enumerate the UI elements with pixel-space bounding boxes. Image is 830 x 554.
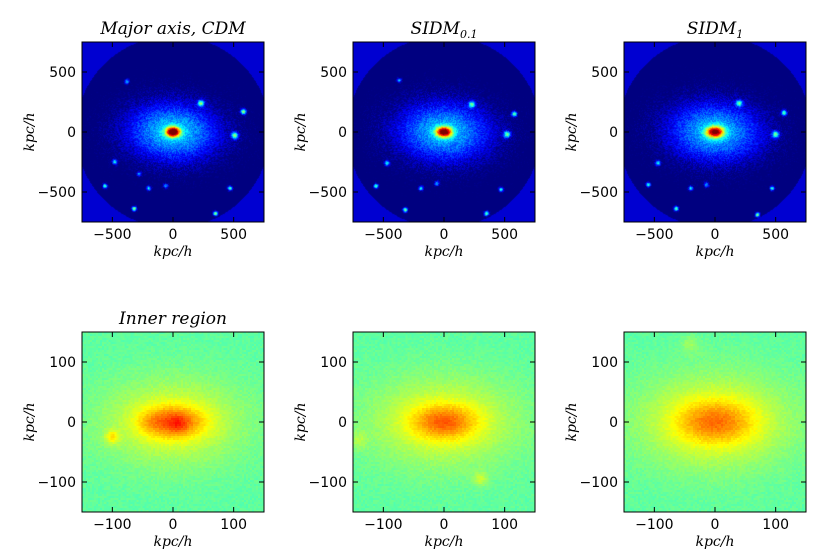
y-tick-label: −500 (38, 185, 76, 201)
x-tick-label: 0 (169, 227, 178, 243)
panel-top-left: −500 0 500 −500 0 500 kpc/h kpc/h Major axis, CD… (22, 19, 265, 260)
x-tick-label: 0 (440, 227, 449, 243)
y-axis-label: kpc/h (22, 112, 38, 151)
y-tick-label: 500 (320, 65, 347, 81)
x-axis-label: kpc/h (153, 244, 192, 260)
y-tick-label: −100 (309, 475, 347, 491)
y-tick-label: 0 (609, 415, 618, 431)
x-tick-label: 500 (762, 227, 789, 243)
x-axis-label: kpc/h (153, 534, 192, 550)
y-tick-label: 500 (49, 65, 76, 81)
density-heatmap (353, 42, 535, 222)
y-tick-label: 500 (591, 65, 618, 81)
panel-title: Major axis, CDM (99, 19, 246, 39)
x-tick-label: 500 (491, 227, 518, 243)
y-tick-label: 0 (338, 415, 347, 431)
x-tick-label: −500 (364, 227, 402, 243)
density-heatmap (624, 332, 806, 512)
y-tick-label: −100 (580, 475, 618, 491)
x-tick-label: −500 (635, 227, 673, 243)
x-tick-label: −500 (93, 227, 131, 243)
x-tick-label: 0 (711, 227, 720, 243)
x-axis-label: kpc/h (424, 244, 463, 260)
density-heatmap (82, 332, 264, 512)
density-heatmap (624, 42, 806, 222)
panel-bottom-right: −100 0 100 −100 0 100 kpc/h kpc/h (564, 331, 807, 550)
x-tick-label: 0 (440, 517, 449, 533)
density-heatmap (353, 332, 535, 512)
x-tick-label: −100 (93, 517, 131, 533)
y-tick-label: 0 (609, 125, 618, 141)
y-axis-label: kpc/h (293, 402, 309, 441)
panel-title-subscript: 0.1 (460, 28, 478, 41)
x-tick-label: 500 (220, 227, 247, 243)
y-tick-label: −500 (309, 185, 347, 201)
y-tick-label: 0 (338, 125, 347, 141)
panel-title: Inner region (118, 309, 227, 329)
x-tick-label: 0 (711, 517, 720, 533)
x-tick-label: 100 (491, 517, 518, 533)
y-tick-label: −100 (38, 475, 76, 491)
y-tick-label: 100 (591, 355, 618, 371)
panel-bottom-left: −100 0 100 −100 0 100 kpc/h kpc/h Inner region (22, 309, 265, 550)
y-axis-label: kpc/h (293, 112, 309, 151)
x-axis-label: kpc/h (424, 534, 463, 550)
y-tick-label: −500 (580, 185, 618, 201)
panel-bottom-middle: −100 0 100 −100 0 100 kpc/h kpc/h (293, 331, 536, 550)
y-tick-label: 100 (320, 355, 347, 371)
y-tick-label: 0 (67, 415, 76, 431)
panel-title: SIDM0.1 (411, 19, 478, 41)
x-tick-label: 100 (762, 517, 789, 533)
y-tick-label: 0 (67, 125, 76, 141)
x-axis-label: kpc/h (695, 534, 734, 550)
panel-top-middle: −500 0 500 −500 0 500 kpc/h kpc/h SIDM0.1 (293, 19, 536, 260)
y-axis-label: kpc/h (22, 402, 38, 441)
x-tick-label: 100 (220, 517, 247, 533)
density-heatmap (82, 42, 264, 222)
x-tick-label: −100 (364, 517, 402, 533)
y-axis-label: kpc/h (564, 112, 580, 151)
y-tick-label: 100 (49, 355, 76, 371)
x-tick-label: 0 (169, 517, 178, 533)
panel-top-right: −500 0 500 −500 0 500 kpc/h kpc/h SIDM1 (564, 19, 807, 260)
panel-title: SIDM1 (687, 19, 743, 41)
y-axis-label: kpc/h (564, 402, 580, 441)
x-axis-label: kpc/h (695, 244, 734, 260)
x-tick-label: −100 (635, 517, 673, 533)
panel-title-subscript: 1 (736, 28, 743, 41)
